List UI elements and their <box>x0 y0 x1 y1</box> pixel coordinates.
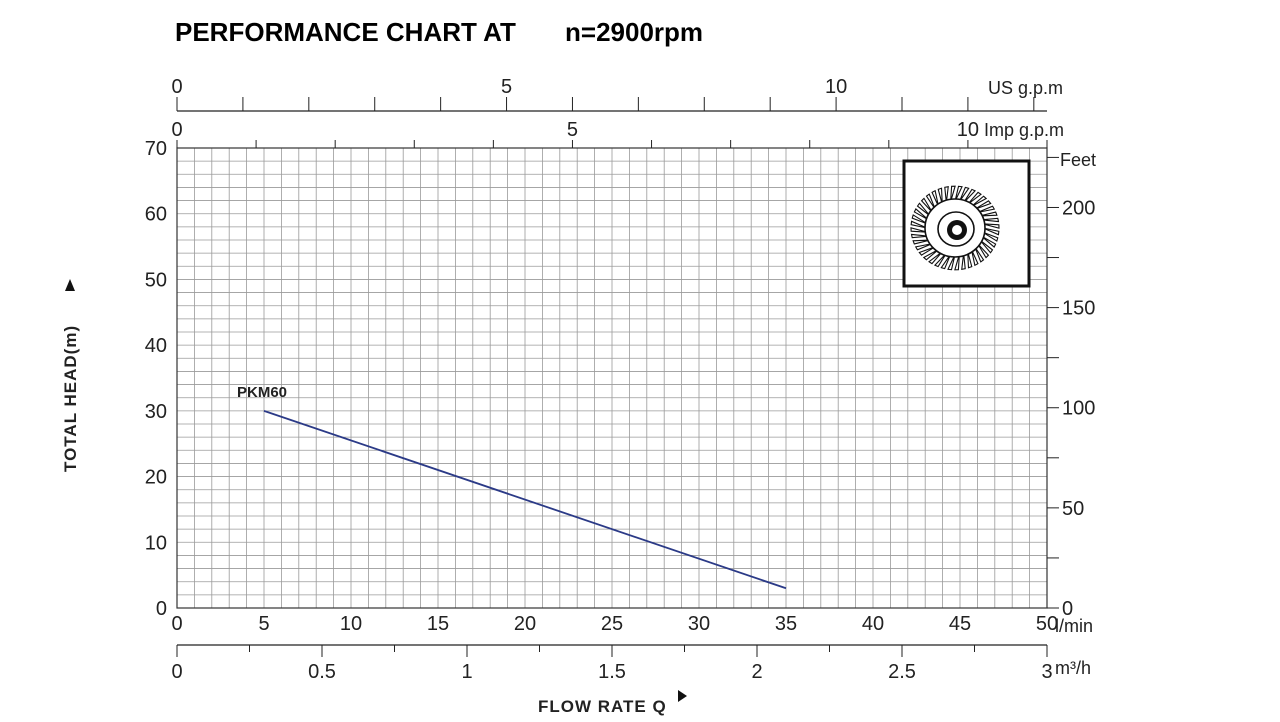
feet-tick-label: 150 <box>1062 298 1095 320</box>
x-tick-label: 0 <box>171 613 182 635</box>
impeller-blade <box>928 251 943 265</box>
imp-gpm-tick-label: 5 <box>567 119 578 141</box>
y-axis-title: TOTAL HEAD(m) <box>61 325 80 472</box>
impeller-blade <box>912 239 931 245</box>
y-tick-label: 30 <box>145 401 167 423</box>
series-label: PKM60 <box>237 384 287 401</box>
impeller-blade <box>981 235 997 248</box>
x-tick-label: 30 <box>688 613 710 635</box>
x-tick-label: 5 <box>258 613 269 635</box>
impeller-bore-hole <box>952 225 962 235</box>
impeller-blade <box>954 254 960 271</box>
impeller-blade <box>920 197 933 213</box>
m3h-tick-label: 3 <box>1041 661 1052 683</box>
m3h-tick-label: 1 <box>461 661 472 683</box>
impeller-blade <box>982 231 999 242</box>
impeller-blade <box>950 185 956 202</box>
x-axis-arrow-icon <box>678 690 687 702</box>
x-tick-label: 40 <box>862 613 884 635</box>
impeller-blade <box>982 223 1000 229</box>
imp-gpm-tick-label: 0 <box>171 119 182 141</box>
impeller-blade <box>931 189 940 207</box>
series-line-pkm60 <box>263 410 787 590</box>
y-tick-label: 50 <box>145 269 167 291</box>
impeller-blade <box>979 239 994 254</box>
m3h-tick-label: 1.5 <box>598 661 626 683</box>
y-tick-label: 0 <box>156 598 167 620</box>
impeller-inset <box>902 159 1031 288</box>
m3h-unit: m³/h <box>1055 658 1091 678</box>
impeller-blade <box>913 208 929 221</box>
impeller-blade <box>910 220 928 229</box>
x-axis-title: FLOW RATE Q <box>538 697 667 716</box>
impeller-blade <box>974 246 985 263</box>
x-tick-label: 10 <box>340 613 362 635</box>
m3h-tick-label: 2.5 <box>888 661 916 683</box>
impeller-blade <box>977 205 996 213</box>
y-axis-arrow-icon <box>65 279 75 291</box>
y-tick-label: 10 <box>145 532 167 554</box>
impeller-blade <box>967 191 982 205</box>
us-gpm-tick-label: 10 <box>825 76 847 98</box>
chart-title: PERFORMANCE CHART AT <box>175 17 516 47</box>
m3h-tick-label: 2 <box>751 661 762 683</box>
impeller-blade <box>974 200 992 210</box>
impeller-blade <box>922 249 939 261</box>
impeller-blade <box>982 227 1000 236</box>
impeller-blade <box>910 227 928 233</box>
impeller-blade <box>977 243 990 259</box>
impeller-blade <box>911 214 928 225</box>
imp-gpm-tick-label: 10 <box>957 119 979 141</box>
plot-frame <box>176 147 1048 609</box>
impeller-blade <box>963 188 977 204</box>
feet-tick-label: 50 <box>1062 498 1084 520</box>
impeller-blade <box>981 217 1000 223</box>
impeller-blade <box>947 254 956 271</box>
y-tick-label: 20 <box>145 467 167 489</box>
impeller-icon <box>910 185 1000 271</box>
feet-unit: Feet <box>1060 150 1096 170</box>
x-tick-label: 25 <box>601 613 623 635</box>
x-tick-label: 15 <box>427 613 449 635</box>
impeller-blade <box>961 253 966 270</box>
impeller-blade <box>914 243 933 251</box>
impeller-blade <box>916 202 931 217</box>
impeller-blade <box>958 186 970 203</box>
y-tick-label: 70 <box>145 138 167 160</box>
impeller-blade <box>954 185 963 202</box>
x-tick-label: 45 <box>949 613 971 635</box>
grid <box>176 147 1048 609</box>
us-gpm-tick-label: 5 <box>501 76 512 98</box>
impeller-blade <box>918 246 936 256</box>
m3h-tick-label: 0.5 <box>308 661 336 683</box>
chart-subtitle: n=2900rpm <box>565 17 703 47</box>
impeller-blade <box>970 249 979 267</box>
impeller-blade <box>944 186 949 203</box>
us-gpm-tick-label: 0 <box>171 76 182 98</box>
impeller-blade <box>910 233 929 239</box>
lmin-unit: l/min <box>1055 616 1093 636</box>
imp-gpm-unit: Imp g.p.m <box>984 120 1064 140</box>
x-tick-label: 35 <box>775 613 797 635</box>
y-tick-label: 60 <box>145 204 167 226</box>
x-tick-label: 20 <box>514 613 536 635</box>
feet-tick-label: 100 <box>1062 398 1095 420</box>
impeller-blade <box>940 253 952 270</box>
impeller-blade <box>979 211 998 217</box>
y-tick-label: 40 <box>145 335 167 357</box>
impeller-blade <box>925 193 936 210</box>
feet-tick-label: 200 <box>1062 197 1095 219</box>
impeller-blade <box>971 195 988 207</box>
impeller-blade <box>937 187 943 205</box>
impeller-blade <box>933 252 947 268</box>
series-layer: PKM60 <box>237 384 787 590</box>
us-gpm-unit: US g.p.m <box>988 78 1063 98</box>
m3h-tick-label: 0 <box>171 661 182 683</box>
impeller-blade <box>967 251 973 269</box>
x-tick-label: 50 <box>1036 613 1058 635</box>
feet-tick-label: 0 <box>1062 598 1073 620</box>
